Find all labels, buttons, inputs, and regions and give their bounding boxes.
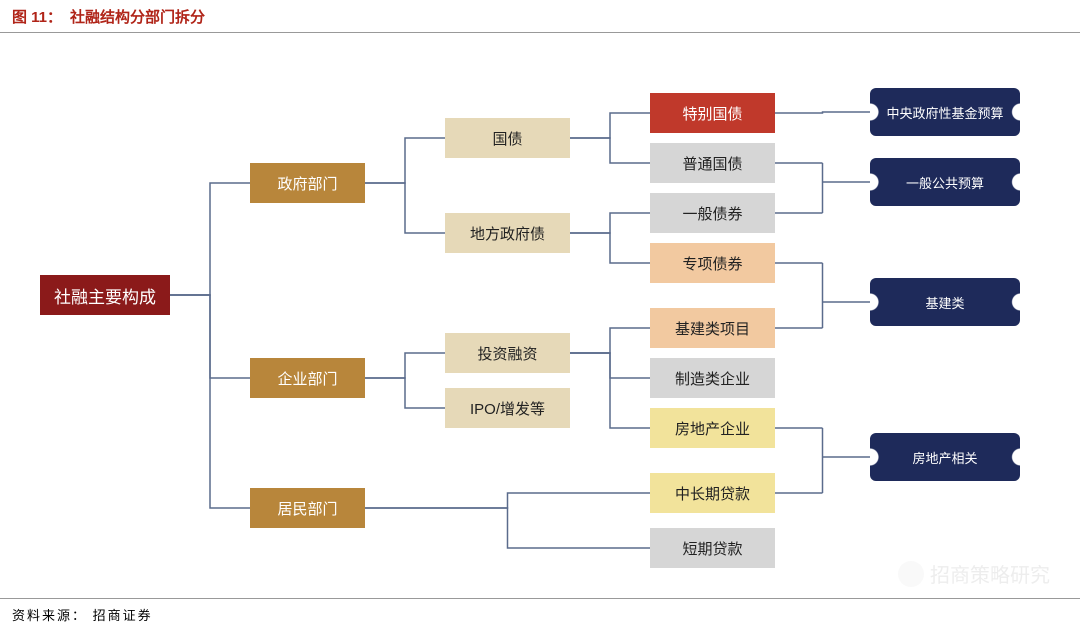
node-spec_bond: 专项债券 [650, 243, 775, 283]
figure-header: 图 11： 社融结构分部门拆分 [0, 0, 1080, 33]
figure-source: 资料来源： 招商证券 [0, 598, 1080, 633]
node-gen_bond: 一般债券 [650, 193, 775, 233]
node-spec_gb: 特别国债 [650, 93, 775, 133]
node-re_cat: 房地产相关 [870, 433, 1020, 481]
node-gbond: 国债 [445, 118, 570, 158]
node-infra_cat: 基建类 [870, 278, 1020, 326]
watermark: 招商策略研究 [898, 559, 1050, 588]
node-res: 居民部门 [250, 488, 365, 528]
figure-number: 图 11： [12, 6, 62, 27]
node-ipo: IPO/增发等 [445, 388, 570, 428]
node-st_loan: 短期贷款 [650, 528, 775, 568]
source-value: 招商证券 [93, 608, 153, 623]
wechat-icon [898, 561, 924, 587]
node-gov: 政府部门 [250, 163, 365, 203]
node-norm_gb: 普通国债 [650, 143, 775, 183]
source-label: 资料来源： [12, 608, 87, 623]
watermark-text: 招商策略研究 [930, 559, 1050, 588]
node-infra_prj: 基建类项目 [650, 308, 775, 348]
node-gen_pub: 一般公共预算 [870, 158, 1020, 206]
node-invfin: 投资融资 [445, 333, 570, 373]
tree-diagram: 招商策略研究 社融主要构成 政府部门企业部门居民部门 国债地方政府债投资融资 IPO/… [0, 33, 1080, 598]
node-lgbond: 地方政府债 [445, 213, 570, 253]
node-lt_loan: 中长期贷款 [650, 473, 775, 513]
node-corp: 企业部门 [250, 358, 365, 398]
node-mfg_ent: 制造类企业 [650, 358, 775, 398]
node-re_ent: 房地产企业 [650, 408, 775, 448]
figure-title: 社融结构分部门拆分 [70, 6, 205, 27]
node-cg_fund: 中央政府性基金预算 [870, 88, 1020, 136]
node-root: 社融主要构成 [40, 275, 170, 315]
